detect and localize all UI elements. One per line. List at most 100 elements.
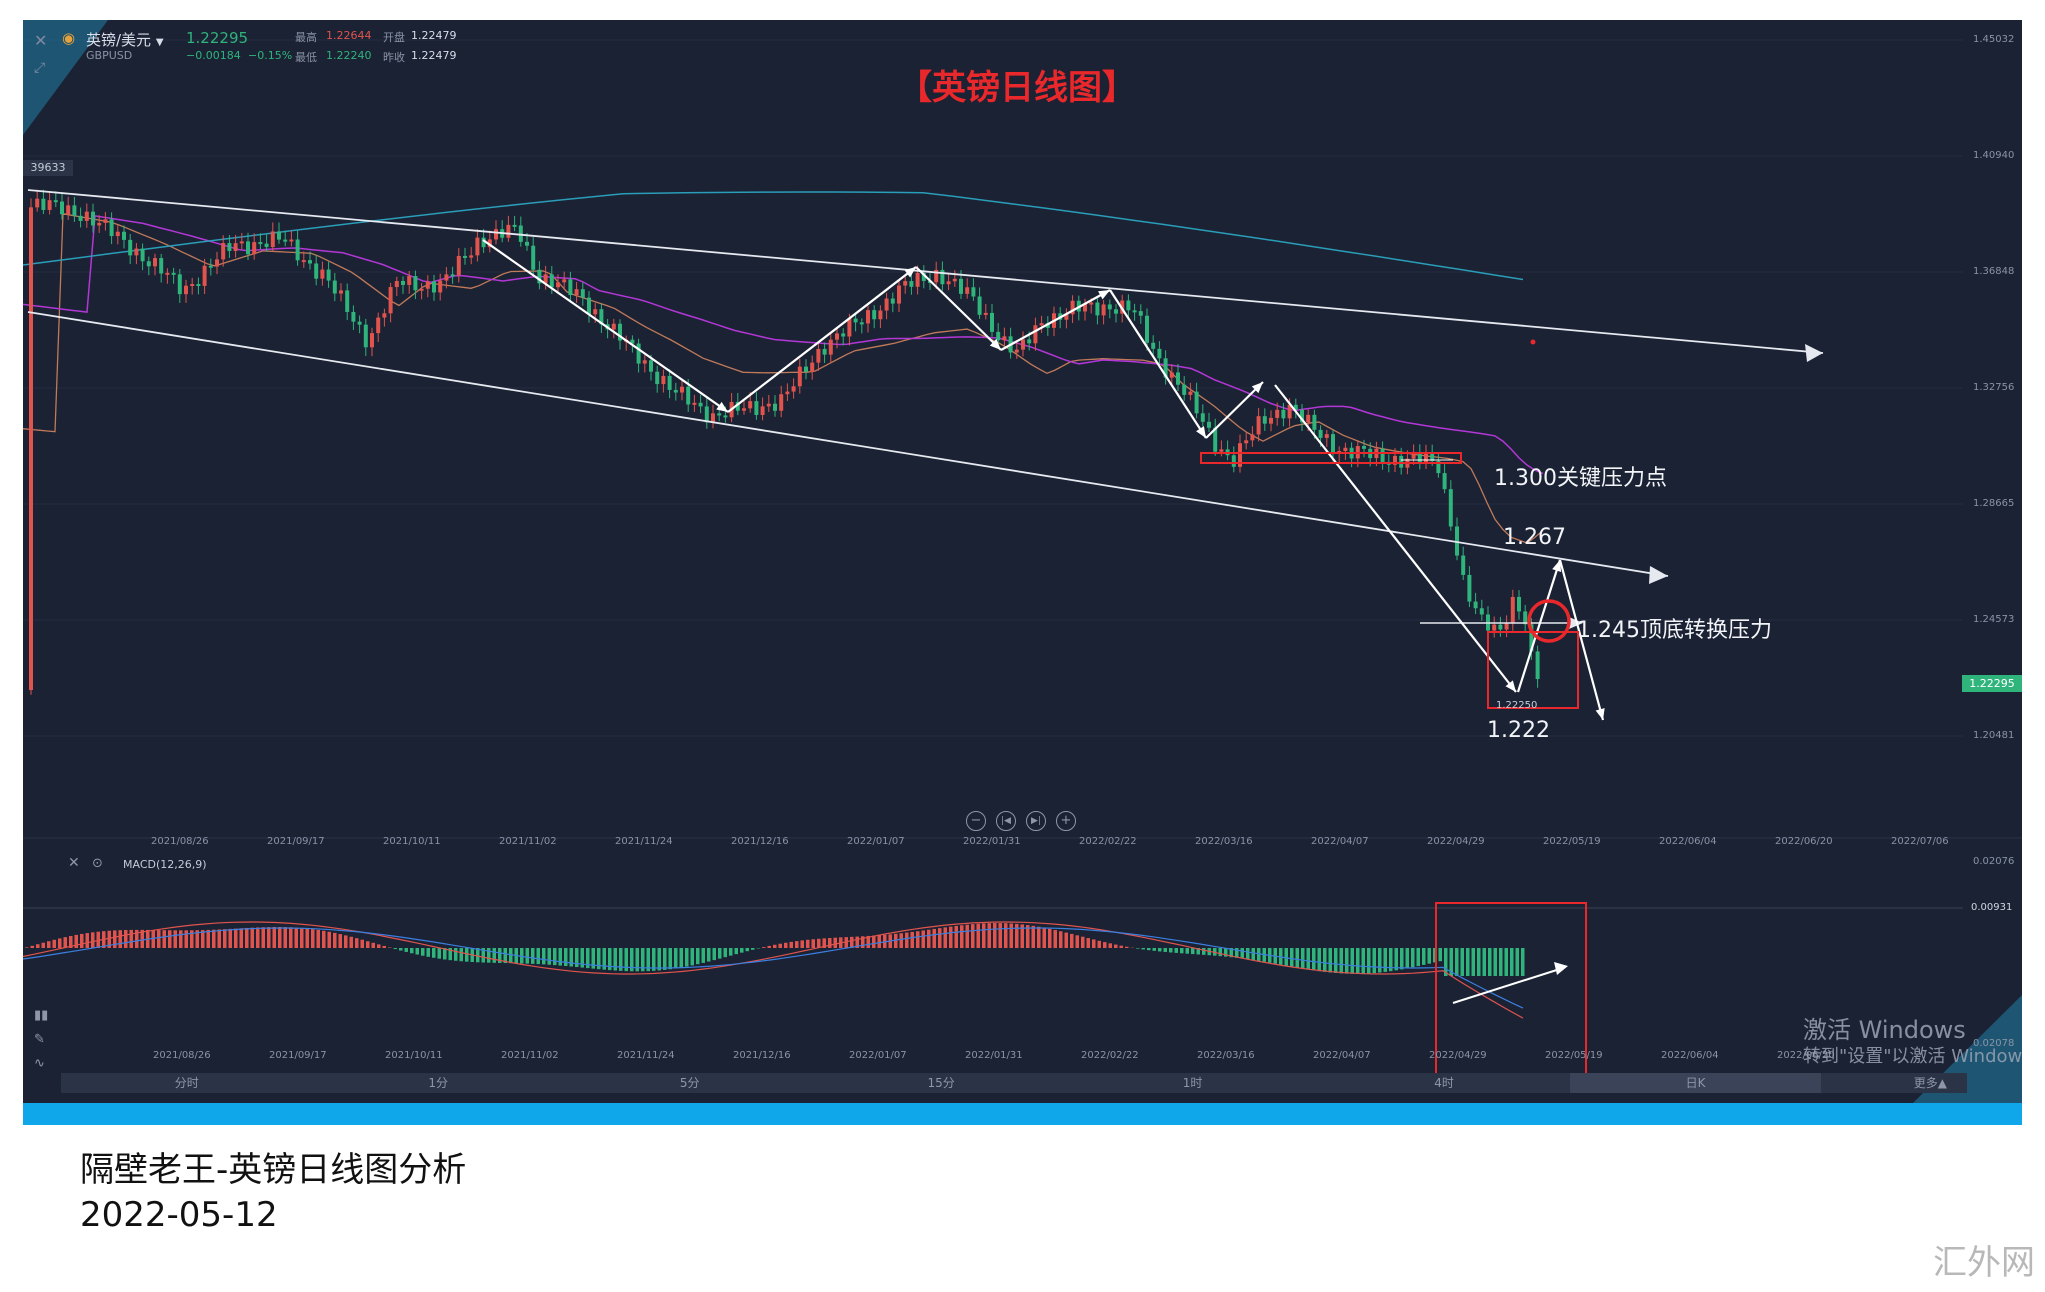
more-button[interactable]: 更多▲ xyxy=(1913,1076,1948,1090)
candle-body xyxy=(1262,416,1267,424)
macd-bar xyxy=(1493,948,1497,976)
candle-body xyxy=(1238,443,1242,467)
arrowhead xyxy=(1098,290,1110,300)
tab-timeframe-active[interactable]: 日K xyxy=(1569,1073,1822,1093)
candle-body xyxy=(227,243,232,251)
macd-bar xyxy=(278,927,282,948)
candle-body xyxy=(587,297,591,315)
candle-body xyxy=(1151,342,1156,349)
macd-bar xyxy=(668,948,672,970)
macd-bar xyxy=(1059,931,1063,948)
candle-body xyxy=(239,241,244,244)
candle-body xyxy=(308,260,312,264)
macd-bar xyxy=(910,931,914,948)
candle-body xyxy=(277,231,281,240)
tab-timeframe[interactable]: 5分 xyxy=(679,1076,700,1090)
symbol-selector[interactable]: 英镑/美元 ▼ xyxy=(86,29,164,50)
zoom-in-icon[interactable]: + xyxy=(1056,811,1076,831)
macd-bar xyxy=(1191,948,1195,955)
macd-bar xyxy=(1119,945,1123,948)
candle-body xyxy=(1145,315,1149,343)
candle-body xyxy=(965,287,970,294)
tab-timeframe[interactable]: 15分 xyxy=(927,1076,955,1090)
macd-bar xyxy=(674,948,678,969)
macd-bar xyxy=(481,948,485,963)
macd-bar xyxy=(63,937,67,948)
macd-bar xyxy=(217,929,221,948)
macd-bar xyxy=(140,929,144,948)
arrowhead xyxy=(1552,560,1562,572)
candle-body xyxy=(190,284,195,287)
tab-timeframe[interactable]: 1分 xyxy=(428,1076,449,1090)
macd-bar xyxy=(25,947,29,948)
macd-bar xyxy=(1433,948,1437,963)
tab-timeframe[interactable]: 1时 xyxy=(1182,1076,1203,1090)
close-macd-icon[interactable]: ✕ xyxy=(68,855,80,871)
zigzag-arrow xyxy=(1000,289,1111,351)
macd-bar xyxy=(30,945,34,948)
settings-icon[interactable]: ⊙ xyxy=(92,856,103,871)
prev-close-value: 1.22479 xyxy=(411,49,457,62)
macd-bar xyxy=(855,936,859,948)
macd-bar xyxy=(410,948,414,954)
candle-body xyxy=(401,281,405,285)
macd-bar xyxy=(740,948,744,953)
candle-body xyxy=(177,274,182,295)
skip-back-icon[interactable]: |◀ xyxy=(996,811,1016,831)
macd-bar xyxy=(976,923,980,948)
macd-bar xyxy=(1444,948,1448,976)
macd-bar xyxy=(107,930,111,948)
tab-timeframe[interactable]: 分时 xyxy=(174,1076,199,1090)
pen-tool-icon[interactable]: ✎ xyxy=(34,1032,45,1047)
candle-body xyxy=(1479,608,1484,615)
date-axis-label: 2022/02/22 xyxy=(1079,836,1137,847)
macd-bar xyxy=(1037,926,1041,948)
candle-tool-icon[interactable]: ▮▮ xyxy=(34,1008,49,1023)
candle-body xyxy=(246,241,250,255)
candle-body xyxy=(1126,300,1131,311)
macd-bar xyxy=(1295,948,1299,968)
close-icon[interactable]: ✕ xyxy=(34,31,48,50)
candle-body xyxy=(1436,460,1441,474)
symbol-name: 英镑/美元 xyxy=(86,31,152,49)
candle-body xyxy=(884,298,889,311)
candle-body xyxy=(202,265,207,286)
candle-body xyxy=(357,321,362,325)
candle-body xyxy=(1498,624,1503,630)
macd-bar xyxy=(58,938,62,948)
candle-body xyxy=(859,322,864,325)
indicator-icon[interactable]: ∿ xyxy=(34,1056,45,1071)
skip-forward-icon[interactable]: ▶| xyxy=(1026,811,1046,831)
candle-body xyxy=(413,276,418,291)
annotation-1300: 1.300关键压力点 xyxy=(1494,466,1667,491)
marker-dot xyxy=(1530,339,1536,345)
macd-bar xyxy=(1466,948,1470,976)
macd-bar xyxy=(784,942,788,948)
candle-body xyxy=(1269,417,1273,424)
candle-body xyxy=(580,289,585,298)
macd-bar xyxy=(850,936,854,948)
macd-date-axis-label: 2022/02/22 xyxy=(1081,1050,1139,1061)
macd-date-axis-label: 2022/01/07 xyxy=(849,1050,907,1061)
candle-body xyxy=(1517,596,1521,612)
candle-body xyxy=(35,198,40,208)
zoom-out-icon[interactable]: − xyxy=(966,811,986,831)
macd-bar xyxy=(426,948,430,957)
macd-bar xyxy=(531,948,535,964)
candle-body xyxy=(791,386,796,392)
macd-bar xyxy=(745,948,749,952)
macd-date-axis-label: 2022/06/20 xyxy=(1777,1050,1835,1061)
candle-body xyxy=(977,296,982,315)
candle-body xyxy=(171,272,176,275)
candle-body xyxy=(1045,323,1050,328)
macd-bar xyxy=(965,924,969,948)
candle-body xyxy=(1287,404,1292,419)
macd-bar xyxy=(322,930,326,948)
macd-bar xyxy=(553,948,557,966)
date-axis-label: 2021/12/16 xyxy=(731,836,789,847)
arrowhead xyxy=(1805,344,1823,362)
macd-bar xyxy=(685,948,689,967)
tab-timeframe[interactable]: 4时 xyxy=(1434,1076,1454,1090)
expand-icon[interactable]: ⤢ xyxy=(34,60,46,76)
macd-bar xyxy=(558,948,562,966)
